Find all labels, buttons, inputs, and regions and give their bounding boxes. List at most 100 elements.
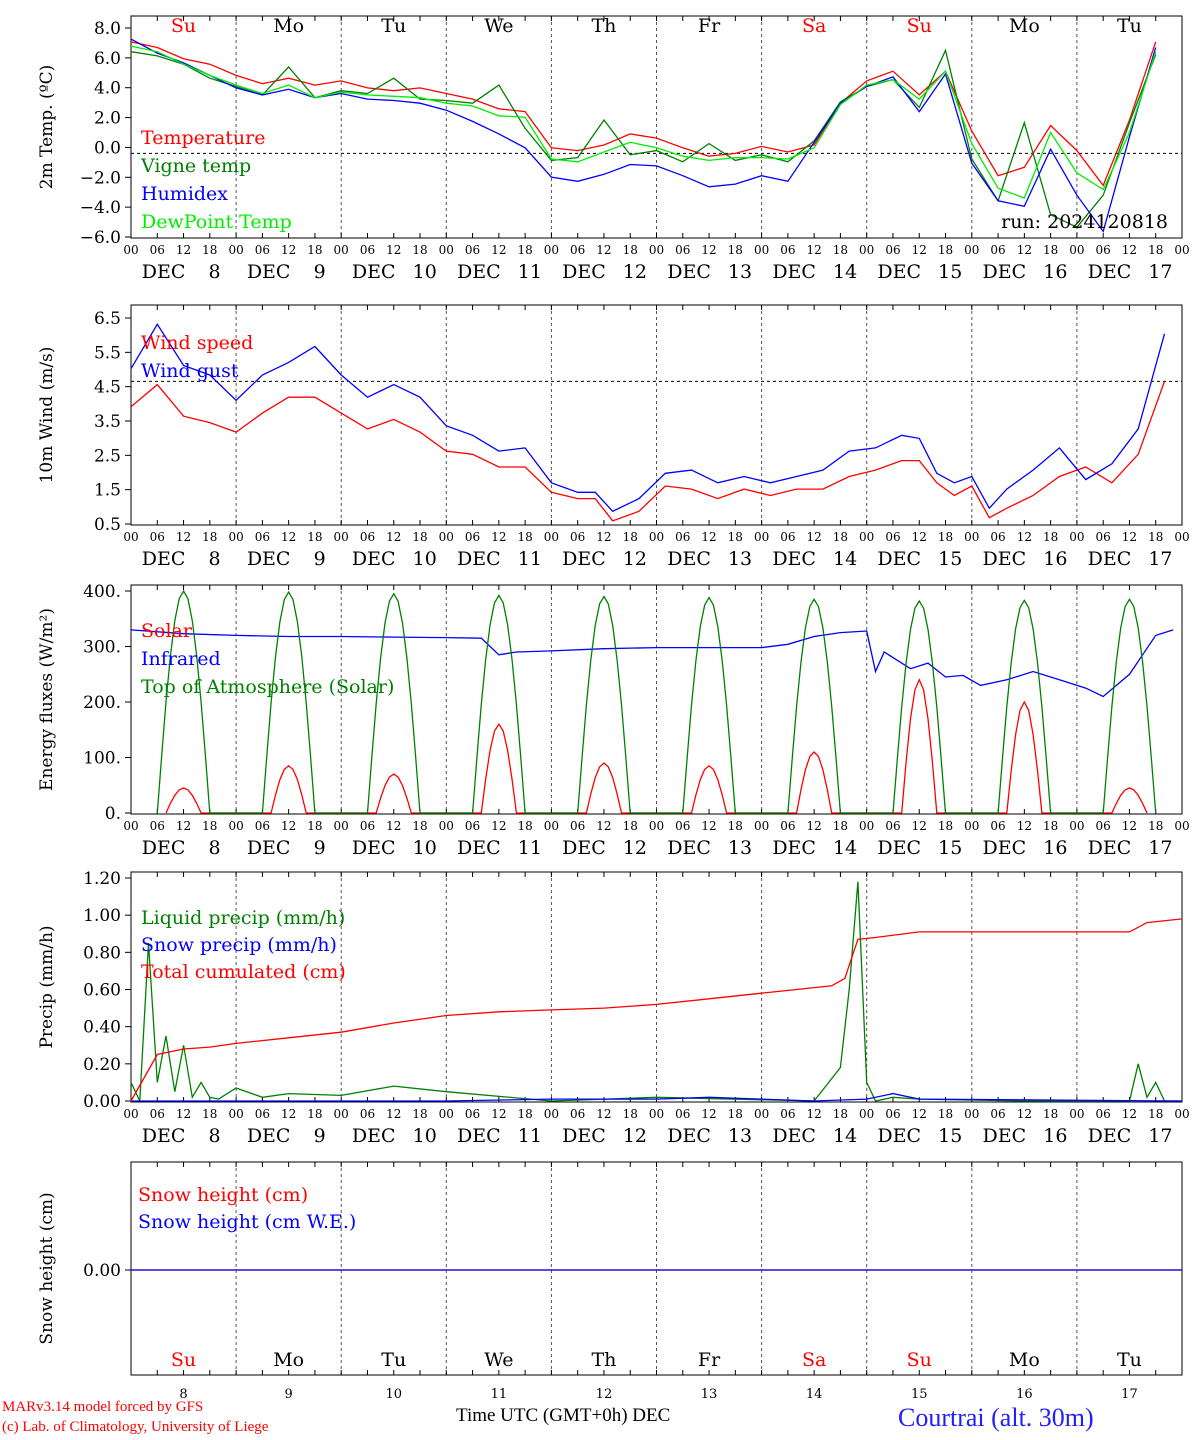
hour-tick-label: 18 [517, 243, 532, 257]
day-number-label: 16 [1043, 261, 1067, 283]
day-number-label: 17 [1148, 837, 1172, 859]
day-month-label: DEC [1088, 548, 1132, 570]
hour-tick-label: 06 [150, 819, 165, 833]
weekday-label: Su [907, 1349, 932, 1371]
day-number-label: 15 [938, 261, 962, 283]
day-month-label: DEC [352, 548, 396, 570]
model-credit: MARv3.14 model forced by GFS [2, 1399, 204, 1415]
hour-tick-label: 18 [202, 1107, 217, 1121]
weekday-label: Sa [802, 15, 826, 37]
hour-tick-label: 18 [412, 530, 427, 544]
hour-tick-label: 12 [1122, 1107, 1137, 1121]
hour-tick-label: 12 [807, 1107, 822, 1121]
weekday-label: Mo [273, 1349, 304, 1371]
day-number-label: 12 [623, 1125, 647, 1147]
hour-tick-label: 00 [334, 1107, 349, 1121]
day-month-label: DEC [562, 1125, 606, 1147]
hour-tick-label: 12 [596, 1107, 611, 1121]
hour-tick-label: 18 [623, 243, 638, 257]
day-number-label: 16 [1043, 548, 1067, 570]
hour-tick-label: 18 [1043, 1107, 1058, 1121]
hour-tick-label: 00 [1174, 530, 1189, 544]
y-tick-label: 0.40 [83, 1018, 121, 1038]
hour-tick-label: 06 [780, 819, 795, 833]
hour-tick-label: 00 [754, 243, 769, 257]
hour-tick-label: 00 [439, 819, 454, 833]
day-number-label: 12 [596, 1387, 613, 1402]
legend-entry: Vigne temp [140, 155, 251, 177]
hour-tick-label: 06 [780, 1107, 795, 1121]
y-tick-label: 6.0 [94, 49, 121, 69]
series-temperature-line [130, 41, 1157, 187]
hour-tick-label: 12 [701, 819, 716, 833]
day-month-label: DEC [247, 837, 291, 859]
day-month-label: DEC [983, 837, 1027, 859]
hour-tick-label: 12 [1017, 1107, 1032, 1121]
day-month-label: DEC [877, 837, 921, 859]
hour-tick-label: 06 [150, 530, 165, 544]
hour-tick-label: 12 [281, 819, 296, 833]
weekday-label: Tu [381, 1349, 406, 1371]
hour-tick-label: 12 [1122, 243, 1137, 257]
day-number-label: 15 [938, 1125, 962, 1147]
day-number-label: 9 [314, 1125, 326, 1147]
hour-tick-label: 12 [1122, 530, 1137, 544]
day-month-label: DEC [983, 548, 1027, 570]
hour-tick-label: 18 [1148, 1107, 1163, 1121]
day-month-label: DEC [772, 837, 816, 859]
hour-tick-label: 06 [465, 1107, 480, 1121]
weekday-label: Mo [1009, 15, 1040, 37]
legend-entry: Snow height (cm) [138, 1184, 308, 1206]
hour-tick-label: 06 [570, 530, 585, 544]
hour-tick-label: 06 [255, 243, 270, 257]
y-tick-label: 3.5 [94, 412, 121, 432]
day-month-label: DEC [247, 1125, 291, 1147]
hour-tick-label: 18 [1148, 243, 1163, 257]
day-number-label: 12 [623, 548, 647, 570]
hour-tick-label: 06 [150, 1107, 165, 1121]
day-number-label: 11 [518, 1125, 542, 1147]
hour-tick-label: 00 [439, 1107, 454, 1121]
day-number-label: 13 [728, 548, 752, 570]
series-wind-gust-line [130, 323, 1166, 513]
day-month-label: DEC [772, 1125, 816, 1147]
hour-tick-label: 18 [833, 530, 848, 544]
day-month-label: DEC [142, 837, 186, 859]
hour-tick-label: 18 [623, 530, 638, 544]
hour-tick-label: 12 [491, 819, 506, 833]
weekday-label: Th [591, 1349, 616, 1371]
hour-tick-label: 12 [912, 1107, 927, 1121]
y-axis-label: Precip (mm/h) [37, 925, 57, 1048]
hour-tick-label: 06 [885, 530, 900, 544]
day-number-label: 16 [1016, 1387, 1033, 1402]
hour-tick-label: 00 [1174, 243, 1189, 257]
legend-entry: Top of Atmosphere (Solar) [141, 676, 394, 698]
hour-tick-label: 18 [833, 1107, 848, 1121]
day-month-label: DEC [562, 261, 606, 283]
hour-tick-label: 12 [912, 243, 927, 257]
day-number-label: 17 [1148, 548, 1172, 570]
hour-tick-label: 12 [491, 1107, 506, 1121]
hour-tick-label: 18 [728, 243, 743, 257]
hour-tick-label: 06 [465, 530, 480, 544]
hour-tick-label: 00 [228, 243, 243, 257]
hour-tick-label: 18 [728, 1107, 743, 1121]
hour-tick-label: 18 [412, 1107, 427, 1121]
day-month-label: DEC [877, 261, 921, 283]
hour-tick-label: 06 [360, 243, 375, 257]
hour-tick-label: 18 [1043, 243, 1058, 257]
hour-tick-label: 18 [517, 819, 532, 833]
hour-tick-label: 00 [1174, 1107, 1189, 1121]
hour-tick-label: 12 [1017, 243, 1032, 257]
hour-tick-label: 06 [780, 243, 795, 257]
hour-tick-label: 00 [334, 530, 349, 544]
series-snow-precip-mm-h-line [131, 1092, 1183, 1102]
time-axis-label: Time UTC (GMT+0h) DEC [456, 1405, 670, 1427]
weekday-label: Th [591, 15, 616, 37]
day-number-label: 10 [413, 548, 437, 570]
legend-entry: Wind gust [141, 360, 239, 382]
hour-tick-label: 12 [807, 819, 822, 833]
hour-tick-label: 00 [228, 530, 243, 544]
day-number-label: 10 [385, 1387, 402, 1402]
hour-tick-label: 00 [334, 243, 349, 257]
